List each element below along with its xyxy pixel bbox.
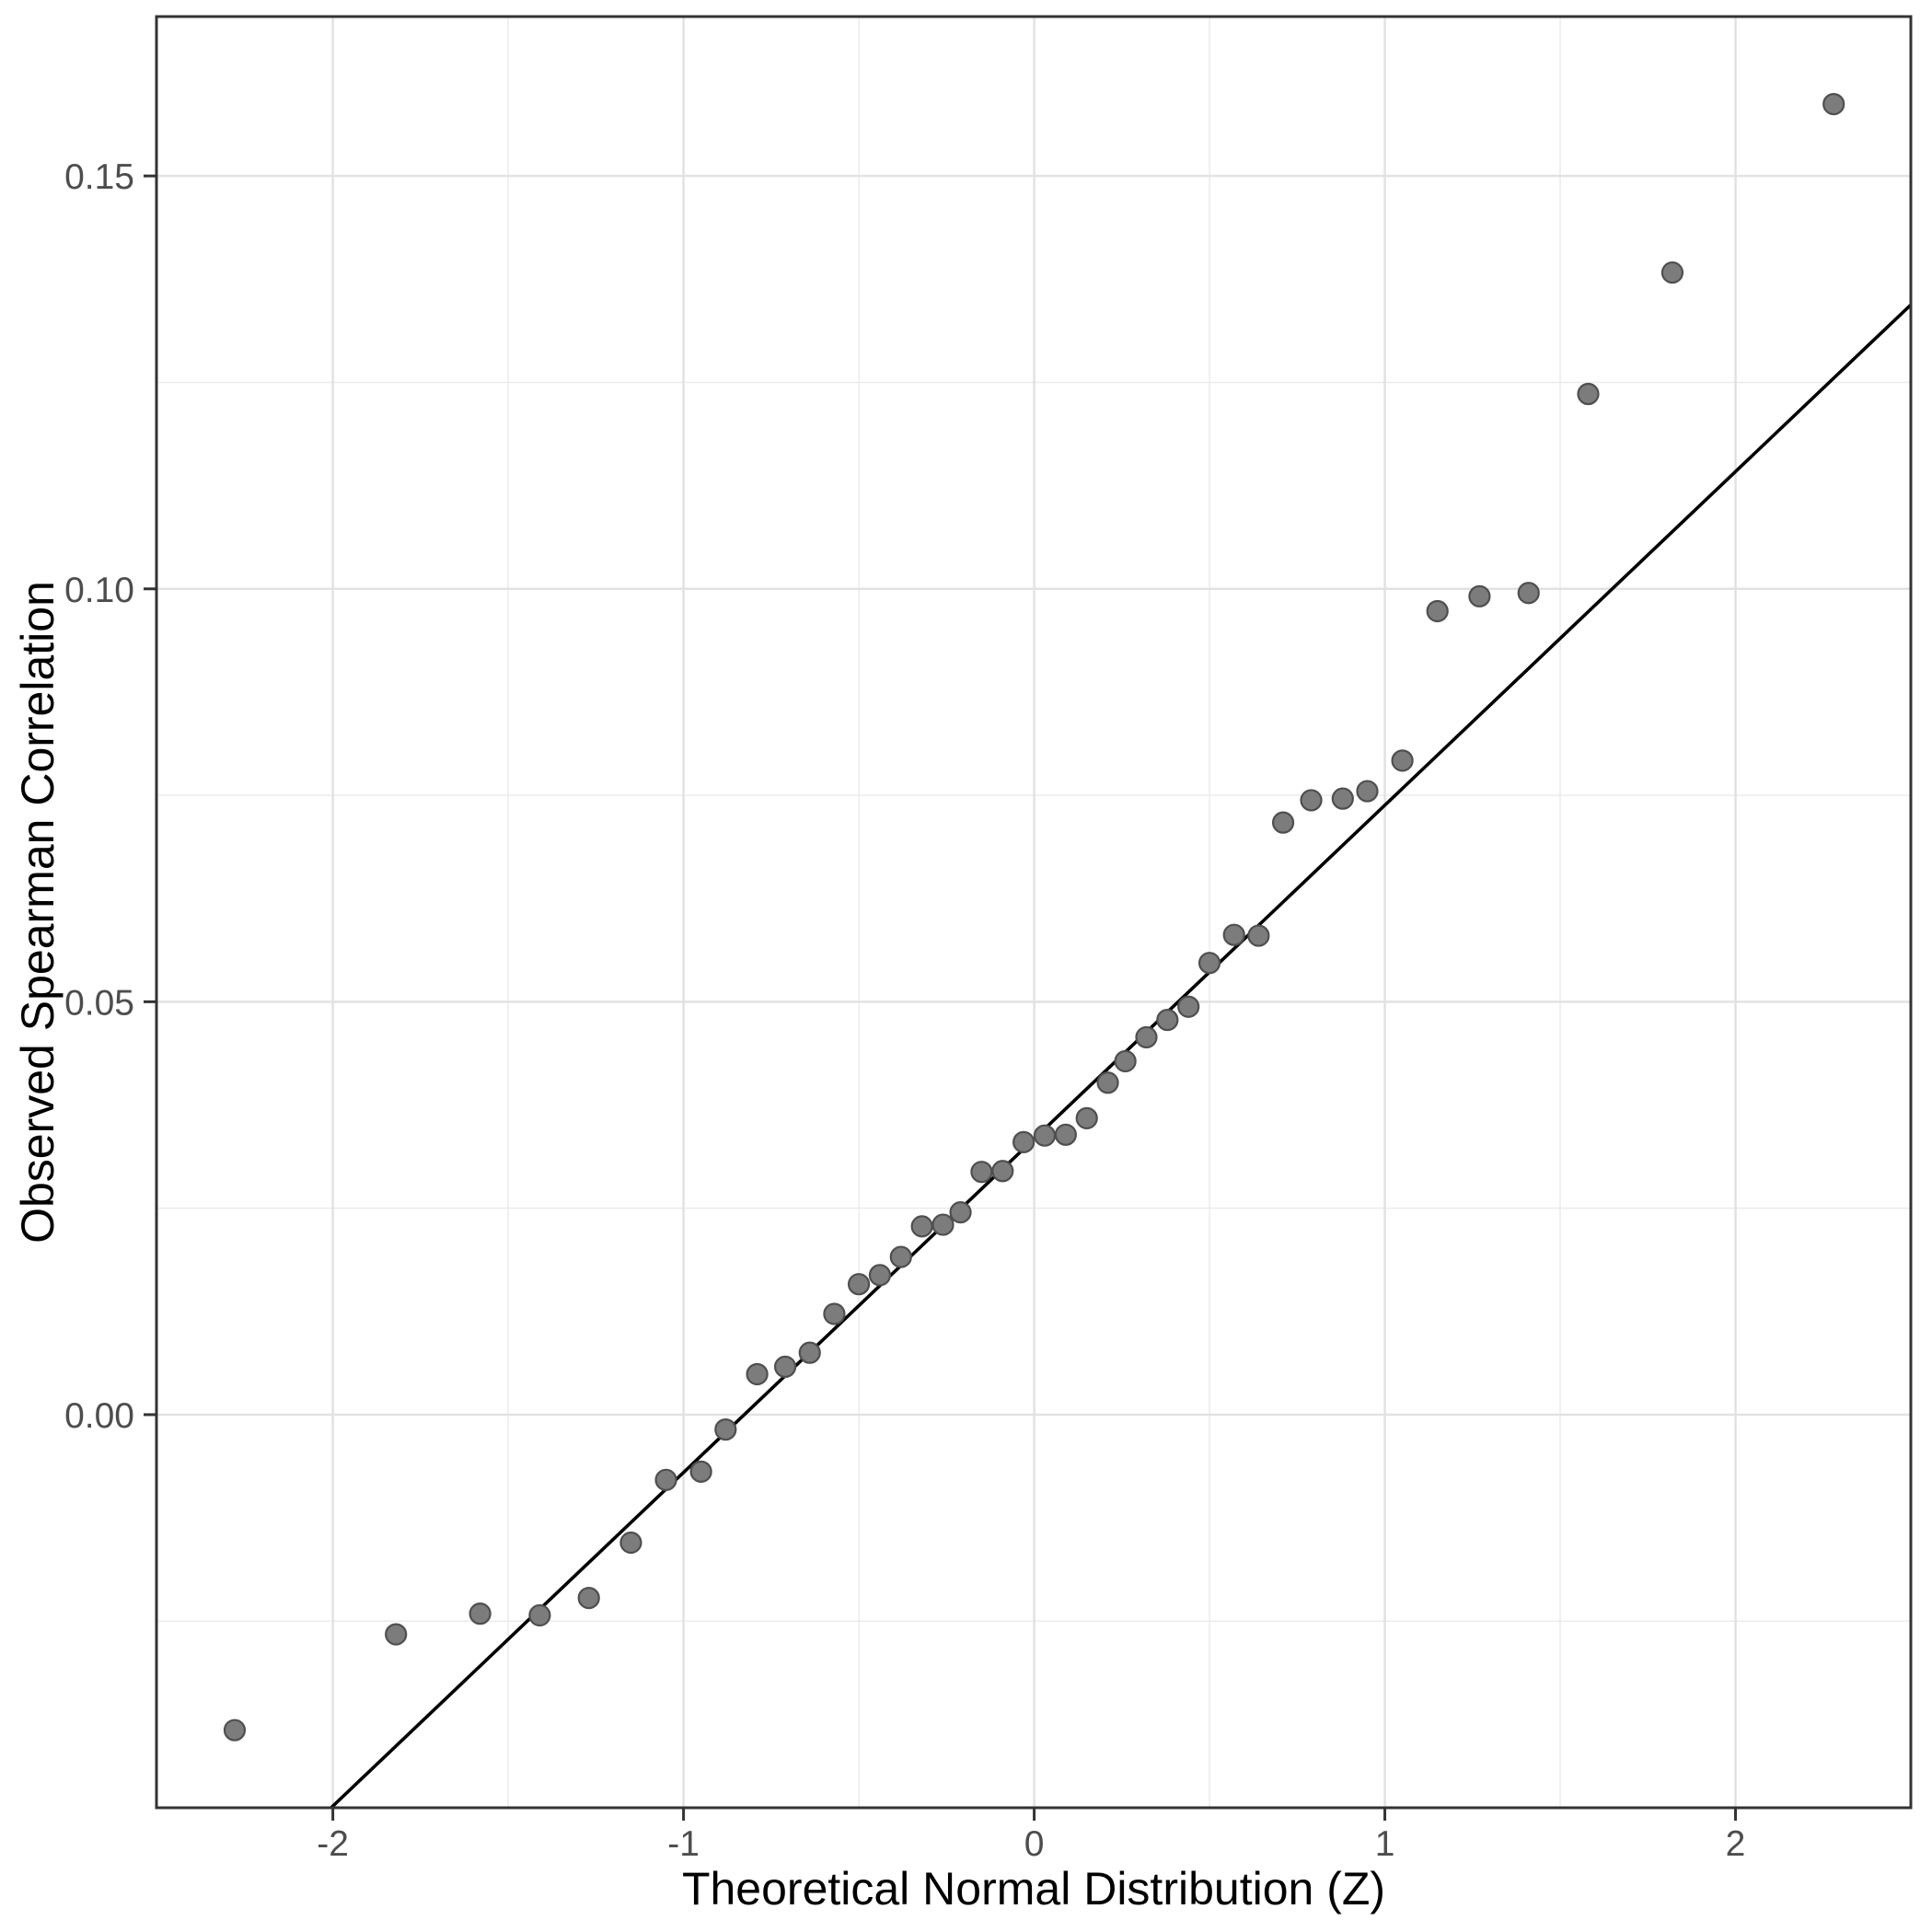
data-point <box>910 1215 933 1238</box>
data-point <box>1156 1008 1179 1032</box>
data-point <box>1135 1025 1158 1049</box>
data-point <box>1177 995 1200 1018</box>
data-point <box>949 1201 972 1224</box>
data-point <box>714 1417 737 1441</box>
data-point <box>385 1623 408 1646</box>
data-point <box>1075 1106 1098 1129</box>
data-point <box>847 1273 871 1296</box>
x-tick-label: 2 <box>1726 1824 1746 1864</box>
data-point <box>1012 1130 1035 1153</box>
data-point <box>823 1302 846 1325</box>
data-point <box>1822 93 1845 116</box>
data-point <box>1033 1124 1057 1147</box>
x-tick-label: -2 <box>317 1824 349 1864</box>
data-point <box>931 1213 954 1236</box>
data-point <box>1577 382 1600 406</box>
y-tick-label: 0.15 <box>64 157 134 197</box>
data-point <box>1517 582 1540 605</box>
x-axis-title: Theoretical Normal Distribution (Z) <box>682 1863 1385 1915</box>
x-tick-label: 1 <box>1375 1824 1395 1864</box>
data-point <box>1222 923 1245 946</box>
data-point <box>689 1460 712 1483</box>
x-axis-ticks <box>331 1808 1738 1821</box>
data-point <box>1197 952 1221 975</box>
data-point <box>1096 1071 1119 1094</box>
y-axis-title: Observed Spearman Correlation <box>12 581 64 1244</box>
data-point <box>1468 584 1491 607</box>
data-point <box>619 1531 642 1555</box>
data-point <box>1114 1049 1137 1073</box>
data-point <box>970 1161 993 1184</box>
data-point <box>577 1587 600 1610</box>
data-point <box>1331 787 1354 810</box>
major-gridlines <box>156 17 1911 1808</box>
x-tick-label: -1 <box>667 1824 700 1864</box>
x-axis-tick-labels: -2 -1 0 1 2 <box>317 1824 1745 1864</box>
data-point <box>1660 261 1684 284</box>
data-point <box>798 1341 821 1364</box>
data-point <box>889 1245 912 1268</box>
data-point <box>1247 924 1270 947</box>
data-point <box>868 1264 892 1287</box>
data-point <box>1271 811 1295 834</box>
data-point <box>1426 599 1449 623</box>
data-point <box>991 1160 1014 1183</box>
x-tick-label: 0 <box>1024 1824 1045 1864</box>
data-point <box>1356 780 1379 803</box>
data-point <box>773 1355 797 1379</box>
y-axis-tick-labels: 0.00 0.05 0.10 0.15 <box>64 157 134 1436</box>
y-tick-label: 0.10 <box>64 571 134 610</box>
data-point <box>223 1718 247 1741</box>
data-point <box>469 1602 492 1625</box>
data-point <box>1054 1123 1077 1146</box>
data-point <box>654 1468 677 1491</box>
y-tick-label: 0.05 <box>64 983 134 1023</box>
data-point <box>528 1603 551 1627</box>
y-tick-label: 0.00 <box>64 1396 134 1436</box>
data-point <box>1300 789 1323 812</box>
y-axis-ticks <box>144 174 156 1417</box>
data-point <box>746 1362 769 1386</box>
data-point <box>1391 749 1414 772</box>
data-points <box>223 93 1845 1741</box>
